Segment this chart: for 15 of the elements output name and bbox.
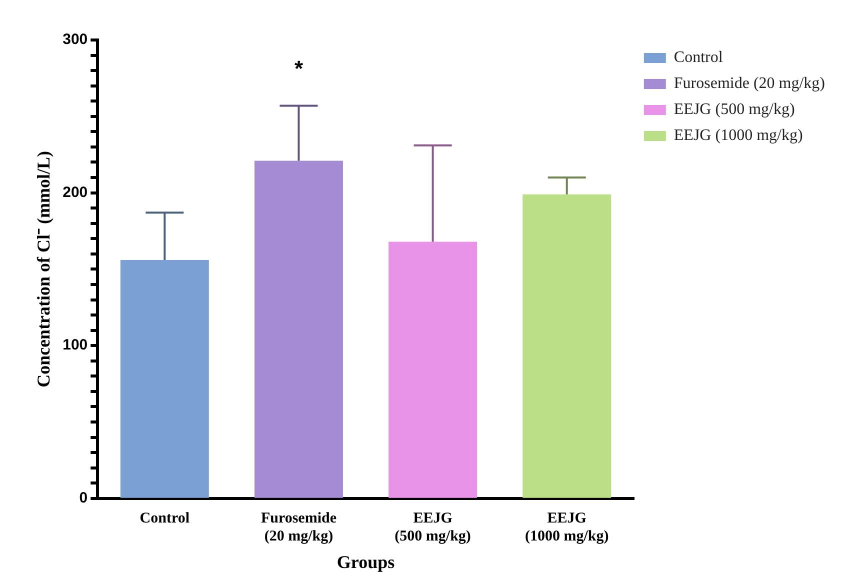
legend-label: EEJG (1000 mg/kg): [674, 127, 803, 144]
x-axis-title: Groups: [336, 552, 395, 572]
y-axis-title: Concentration of Cl⁻ (mmol/L): [33, 150, 54, 388]
x-tick-label: EEJG (1000 mg/kg): [524, 510, 609, 544]
legend-label: EEJG (500 mg/kg): [674, 101, 795, 118]
y-tick-label: 100: [62, 336, 88, 354]
annotation: *: [294, 56, 304, 81]
x-tick-label: EEJG (500 mg/kg): [394, 510, 471, 544]
legend-label: Furosemide (20 mg/kg): [674, 75, 825, 92]
legend-label: Control: [674, 49, 724, 66]
y-tick-label: 300: [62, 31, 88, 48]
x-tick-label: Furosemide (20 mg/kg): [260, 510, 337, 544]
x-tick-label: Control: [140, 510, 190, 526]
y-tick-label: 0: [79, 490, 88, 507]
y-tick-label: 200: [62, 184, 88, 201]
